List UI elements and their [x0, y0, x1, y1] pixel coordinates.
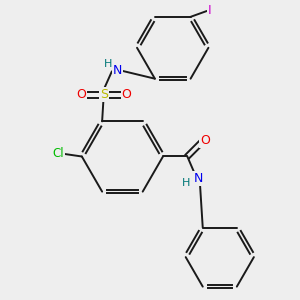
Text: I: I [208, 4, 212, 17]
Text: O: O [76, 88, 86, 101]
Text: O: O [122, 88, 131, 101]
Text: N: N [193, 172, 203, 185]
Text: H: H [104, 59, 112, 69]
Text: S: S [100, 88, 108, 101]
Text: H: H [182, 178, 190, 188]
Text: O: O [200, 134, 210, 147]
Text: N: N [113, 64, 122, 76]
Text: Cl: Cl [52, 147, 64, 161]
